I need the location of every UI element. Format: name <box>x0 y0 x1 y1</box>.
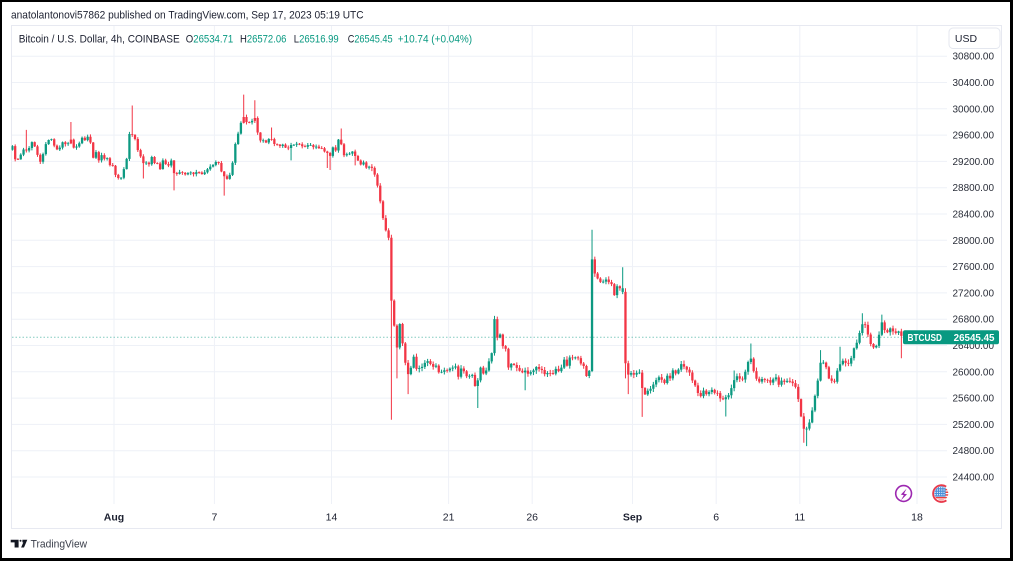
svg-text:Aug: Aug <box>104 512 124 524</box>
svg-text:H26572.06: H26572.06 <box>240 33 286 45</box>
svg-text:26800.00: 26800.00 <box>953 315 995 326</box>
svg-text:C26545.45: C26545.45 <box>348 33 393 45</box>
svg-text:30400.00: 30400.00 <box>953 78 995 89</box>
svg-text:6: 6 <box>713 512 719 524</box>
svg-text:25200.00: 25200.00 <box>953 420 995 431</box>
svg-text:+10.74 (+0.04%): +10.74 (+0.04%) <box>398 33 472 45</box>
svg-text:30800.00: 30800.00 <box>953 52 995 63</box>
svg-text:24400.00: 24400.00 <box>953 473 995 484</box>
svg-text:21: 21 <box>443 512 455 524</box>
svg-text:24800.00: 24800.00 <box>953 446 995 457</box>
svg-text:Sep: Sep <box>623 512 642 524</box>
svg-text:26: 26 <box>526 512 538 524</box>
svg-text:30000.00: 30000.00 <box>953 104 995 115</box>
svg-text:L26516.99: L26516.99 <box>294 33 339 45</box>
svg-text:28800.00: 28800.00 <box>953 183 995 194</box>
svg-text:Bitcoin / U.S. Dollar, 4h, COI: Bitcoin / U.S. Dollar, 4h, COINBASE <box>19 33 180 45</box>
svg-text:29200.00: 29200.00 <box>953 157 995 168</box>
svg-text:USD: USD <box>955 33 978 45</box>
svg-text:11: 11 <box>794 512 805 524</box>
svg-text:14: 14 <box>326 512 338 524</box>
svg-text:26000.00: 26000.00 <box>953 367 995 378</box>
svg-text:28400.00: 28400.00 <box>953 210 995 221</box>
svg-text:29600.00: 29600.00 <box>953 131 995 142</box>
svg-text:26545.45: 26545.45 <box>954 333 995 344</box>
svg-text:O26534.71: O26534.71 <box>186 33 233 45</box>
svg-text:7: 7 <box>211 512 217 524</box>
svg-text:anatolantonovi57862 published: anatolantonovi57862 published on Trading… <box>11 10 364 22</box>
svg-text:25600.00: 25600.00 <box>953 394 995 405</box>
svg-text:26400.00: 26400.00 <box>953 341 995 352</box>
svg-text:28000.00: 28000.00 <box>953 236 995 247</box>
svg-text:27200.00: 27200.00 <box>953 288 995 299</box>
svg-text:27600.00: 27600.00 <box>953 262 995 273</box>
svg-text:TradingView: TradingView <box>31 538 88 550</box>
svg-text:BTCUSD: BTCUSD <box>908 333 943 344</box>
svg-text:18: 18 <box>911 512 923 524</box>
